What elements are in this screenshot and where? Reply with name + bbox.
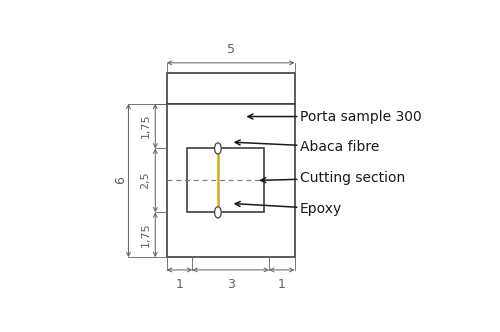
Text: Cutting section: Cutting section (260, 171, 405, 185)
Bar (167, 104, 294, 257)
Bar (167, 73, 294, 104)
Text: 1: 1 (176, 278, 184, 290)
Text: 1,75: 1,75 (140, 222, 150, 247)
Text: Epoxy: Epoxy (235, 202, 342, 215)
Text: 5: 5 (226, 43, 234, 56)
Text: 6: 6 (114, 177, 128, 184)
Text: 1: 1 (278, 278, 286, 290)
Text: 3: 3 (226, 278, 234, 290)
Ellipse shape (214, 207, 221, 218)
Text: 2,5: 2,5 (140, 172, 150, 189)
Text: 1,75: 1,75 (140, 114, 150, 138)
Ellipse shape (214, 143, 221, 154)
Text: Porta sample 300: Porta sample 300 (248, 110, 422, 124)
Bar (187, 148, 264, 212)
Text: Abaca fibre: Abaca fibre (235, 140, 379, 154)
